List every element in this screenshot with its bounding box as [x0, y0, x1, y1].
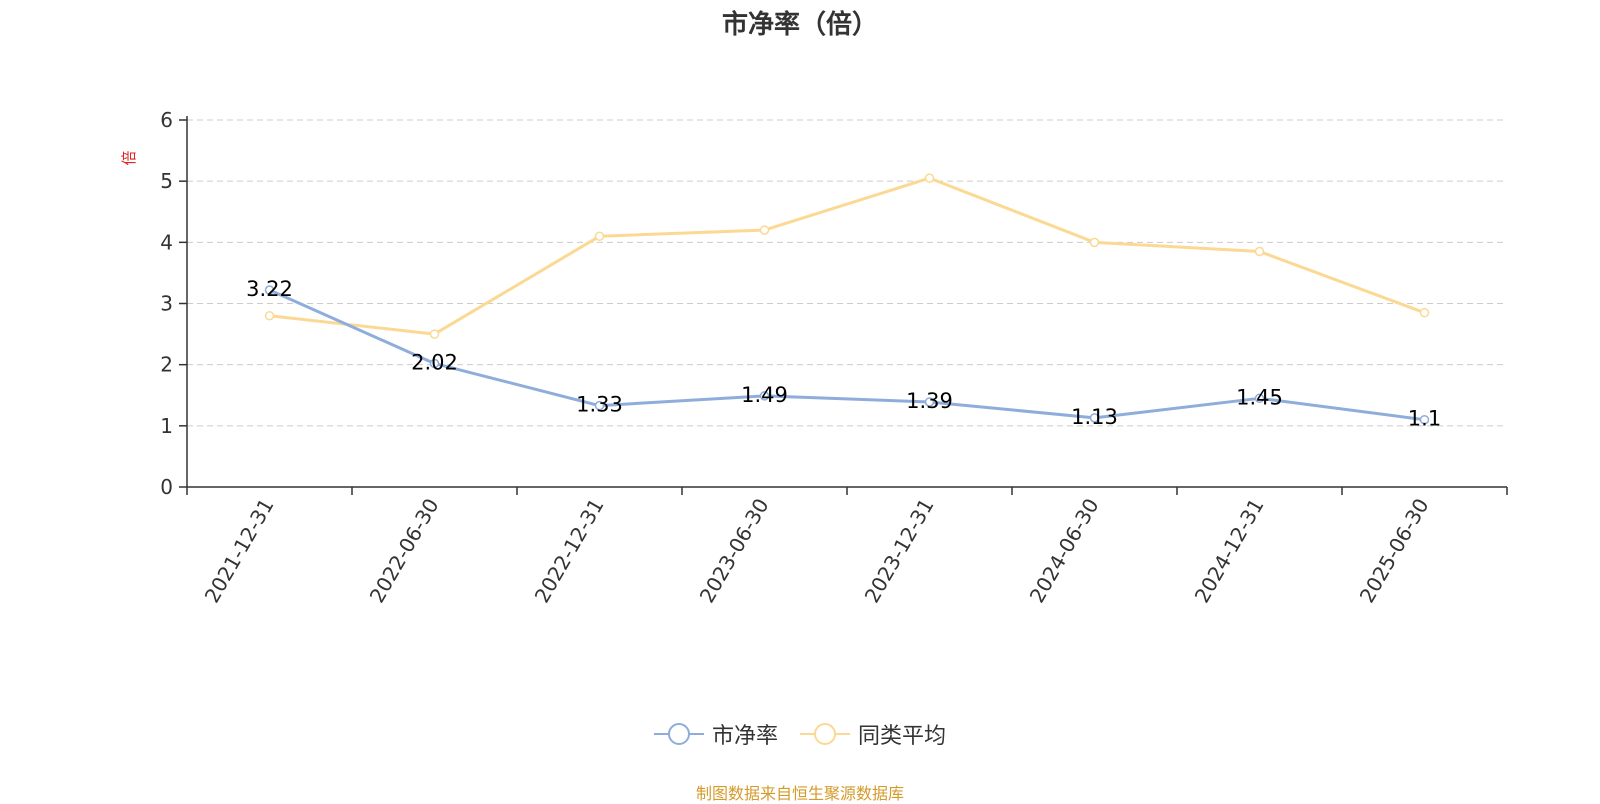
data-point[interactable]	[924, 173, 935, 183]
legend-swatch-pb	[653, 723, 704, 745]
data-point[interactable]	[1089, 237, 1100, 248]
legend-item-pb[interactable]: 市净率	[653, 718, 778, 750]
y-axis-label: 倍	[120, 150, 138, 165]
data-point[interactable]	[429, 358, 440, 369]
chart-title: 市净率（倍）	[721, 10, 878, 40]
data-label: 1.33	[576, 393, 623, 417]
data-point[interactable]	[264, 310, 275, 321]
data-labels: 3.22 2.02 1.33 1.49 1.39 1.13 1.45 1.1	[246, 277, 1441, 431]
series-layer	[264, 173, 1430, 425]
data-label: 1.13	[1071, 405, 1118, 429]
data-point[interactable]	[1419, 414, 1430, 425]
data-point[interactable]	[429, 329, 440, 339]
data-label: 1.45	[1236, 385, 1283, 409]
legend-circle	[667, 723, 690, 745]
data-point[interactable]	[594, 400, 605, 411]
data-point[interactable]	[759, 391, 770, 401]
legend-label-peer-average: 同类平均	[858, 724, 947, 749]
data-label: 1.49	[741, 383, 788, 407]
axes: 0 1 2 3 4 5 6 倍 2021-12-31 2022-06-30 2022-12-31 20…	[120, 108, 1508, 607]
x-tick-label: 2024-06-30	[1025, 494, 1104, 607]
source-note: 制图数据来自恒生聚源数据库	[695, 784, 904, 803]
x-tick-label: 2025-06-30	[1355, 494, 1434, 607]
legend-label-pb: 市净率	[711, 724, 778, 749]
data-label: 1.39	[906, 389, 953, 413]
x-tick-label: 2023-12-31	[860, 494, 939, 607]
legend-swatch-peer-average	[800, 723, 850, 745]
data-point[interactable]	[264, 285, 275, 295]
y-tick-label: 5	[160, 169, 173, 193]
legend: 市净率 同类平均	[0, 718, 1600, 750]
data-point[interactable]	[1254, 393, 1265, 404]
data-label: 1.1	[1408, 407, 1441, 431]
y-tick-label: 3	[160, 292, 173, 316]
data-point[interactable]	[1254, 246, 1265, 257]
data-point[interactable]	[594, 231, 605, 241]
y-tick-label: 1	[160, 414, 173, 438]
x-tick-label: 2022-06-30	[365, 494, 444, 607]
data-label: 3.22	[246, 277, 293, 301]
x-tick-label: 2024-12-31	[1190, 494, 1269, 607]
legend-item-peer-average[interactable]: 同类平均	[800, 718, 946, 750]
y-tick-label: 0	[160, 475, 173, 499]
x-tick-label: 2023-06-30	[695, 494, 774, 607]
series-line-1	[269, 176, 1426, 336]
series-line-0	[268, 288, 1425, 422]
x-tick-label: 2022-12-31	[530, 494, 609, 607]
data-point[interactable]	[1419, 307, 1430, 318]
y-tick-label: 4	[160, 230, 173, 254]
x-tick-label: 2021-12-31	[200, 494, 279, 607]
data-point[interactable]	[1089, 413, 1100, 423]
y-tick-label: 6	[160, 108, 173, 132]
data-point[interactable]	[924, 397, 935, 407]
grid-lines	[187, 119, 1507, 427]
data-point[interactable]	[759, 225, 770, 235]
legend-circle	[814, 723, 836, 745]
data-label: 2.02	[411, 350, 458, 374]
y-tick-label: 2	[160, 353, 173, 377]
